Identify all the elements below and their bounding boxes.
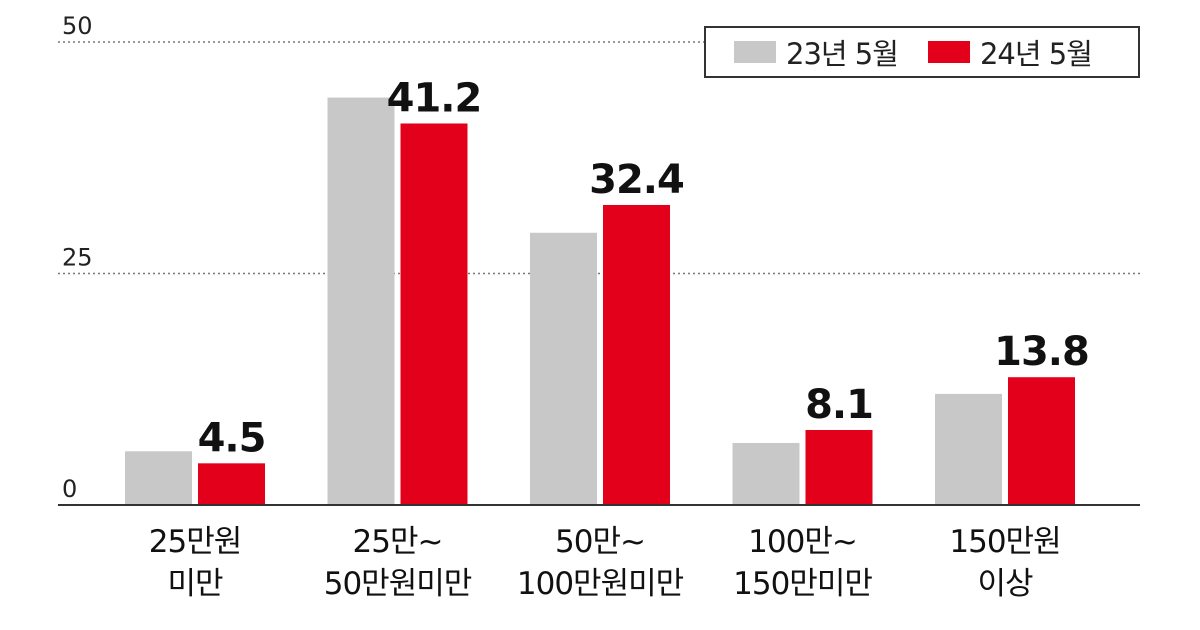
bar-2024-4: [1008, 377, 1075, 505]
x-label-2-line-0: 50만~: [555, 524, 645, 560]
x-label-3-line-0: 100만~: [748, 524, 857, 560]
x-label-0-line-0: 25만원: [149, 524, 242, 560]
y-axis-ticks: 0 25 50: [62, 12, 93, 503]
legend: 23년 5월 24년 5월: [704, 26, 1140, 78]
bars: [125, 97, 1075, 506]
legend-label-2023: 23년 5월: [786, 37, 899, 71]
x-label-1-line-0: 25만~: [353, 524, 443, 560]
x-label-3-line-1: 150만미만: [733, 566, 872, 602]
bar-2023-2: [530, 232, 597, 506]
data-label-2: 32.4: [589, 157, 684, 203]
bar-2023-4: [935, 393, 1002, 505]
data-label-1: 41.2: [387, 75, 482, 121]
bar-2023-3: [732, 442, 800, 505]
x-label-2-line-1: 100만원미만: [517, 566, 684, 602]
bar-2024-3: [805, 429, 873, 505]
legend-swatch-2024: [927, 41, 970, 63]
bar-2023-1: [327, 97, 395, 505]
data-label-4: 13.8: [994, 329, 1089, 375]
y-tick-label-50: 50: [62, 12, 93, 40]
bar-2024-0: [198, 463, 265, 505]
data-labels: 4.5 41.2 32.4 8.1 13.8: [198, 75, 1090, 461]
legend-swatch-2023: [734, 41, 776, 63]
y-tick-label-0: 0: [62, 475, 77, 503]
bar-2024-2: [603, 204, 670, 505]
legend-label-2024: 24년 5월: [979, 37, 1093, 71]
data-label-3: 8.1: [805, 382, 873, 428]
x-label-4-line-1: 이상: [977, 566, 1033, 602]
legend-item-2023: 23년 5월: [734, 31, 899, 73]
bar-2024-1: [400, 123, 468, 505]
legend-item-2024: 24년 5월: [927, 31, 1093, 73]
data-label-0: 4.5: [198, 415, 266, 461]
bar-2023-0: [125, 451, 192, 505]
x-label-4-line-0: 150만원: [949, 524, 1060, 560]
y-tick-label-25: 25: [62, 244, 93, 272]
x-label-1-line-1: 50만원미만: [324, 566, 472, 602]
x-label-0-line-1: 미만: [167, 566, 223, 602]
